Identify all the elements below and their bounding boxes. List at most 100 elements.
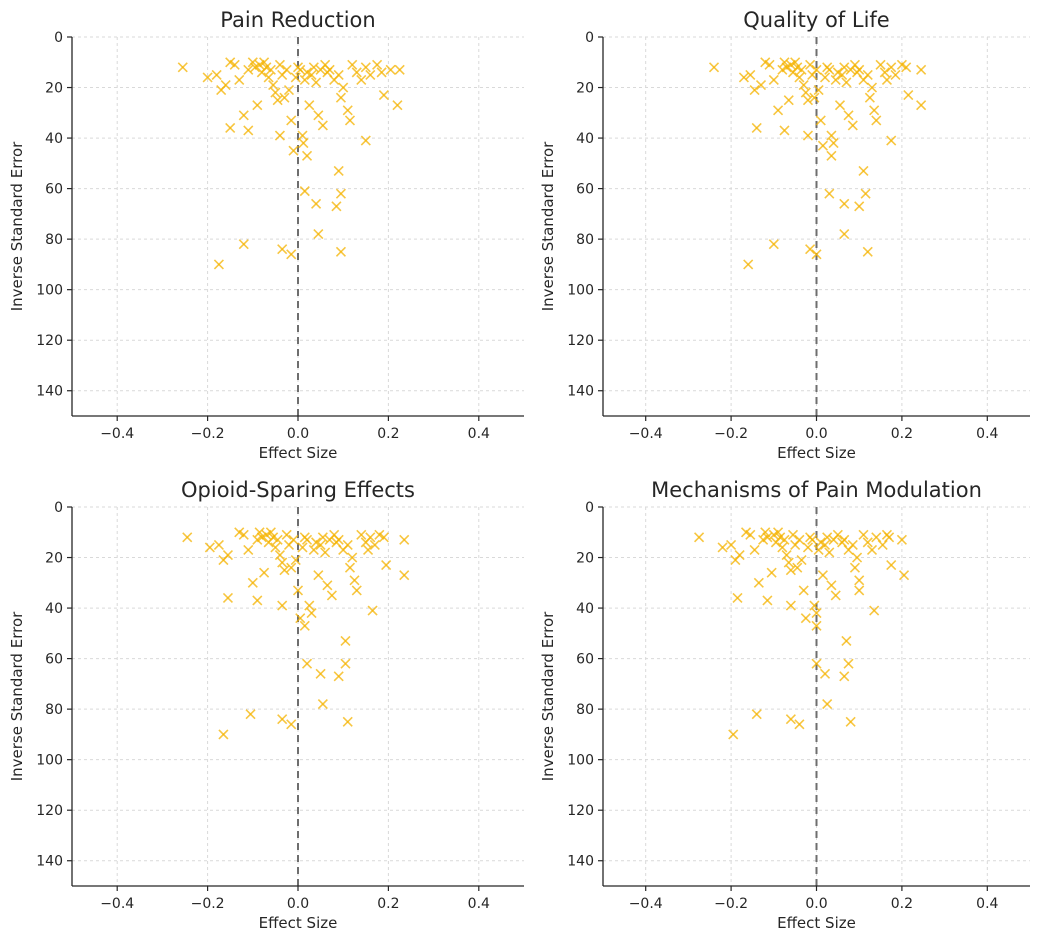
y-axis-label: Inverse Standard Error bbox=[8, 141, 26, 311]
data-point bbox=[315, 668, 326, 679]
data-point bbox=[869, 605, 880, 616]
data-point bbox=[839, 671, 850, 682]
data-point bbox=[826, 150, 837, 161]
data-point bbox=[333, 69, 344, 80]
data-point bbox=[277, 600, 288, 611]
data-point bbox=[356, 74, 367, 86]
data-point bbox=[378, 90, 389, 101]
data-point bbox=[916, 64, 927, 75]
y-tick-label: 120 bbox=[36, 803, 63, 819]
data-point bbox=[768, 74, 779, 86]
data-point bbox=[222, 549, 234, 561]
x-tick-label: 0.2 bbox=[891, 426, 913, 442]
data-point bbox=[338, 82, 349, 93]
data-point bbox=[243, 64, 254, 75]
data-point bbox=[313, 229, 324, 240]
y-tick-label: 60 bbox=[576, 652, 594, 668]
data-point bbox=[304, 100, 315, 111]
data-point bbox=[819, 539, 831, 550]
y-tick-label: 60 bbox=[576, 182, 594, 198]
data-point bbox=[830, 590, 841, 601]
y-tick-label: 140 bbox=[567, 384, 594, 400]
data-point bbox=[317, 120, 328, 131]
data-point bbox=[783, 557, 794, 568]
y-tick-label: 80 bbox=[576, 232, 594, 248]
data-point bbox=[211, 69, 222, 80]
x-tick-label: −0.4 bbox=[100, 896, 134, 912]
y-tick-label: 140 bbox=[36, 384, 63, 400]
data-point bbox=[854, 201, 865, 212]
data-point bbox=[817, 140, 828, 151]
data-point bbox=[866, 82, 878, 93]
data-point bbox=[385, 64, 396, 75]
data-point bbox=[225, 122, 236, 134]
data-point bbox=[858, 529, 869, 540]
y-tick-label: 100 bbox=[36, 283, 63, 299]
data-point bbox=[815, 115, 826, 126]
data-point bbox=[854, 585, 865, 596]
data-point bbox=[238, 239, 249, 250]
data-point bbox=[824, 547, 835, 558]
data-point bbox=[263, 72, 274, 83]
data-point bbox=[760, 527, 771, 538]
data-point bbox=[394, 64, 405, 75]
data-point bbox=[247, 57, 258, 68]
data-point bbox=[790, 57, 801, 68]
data-point bbox=[762, 532, 773, 543]
data-point bbox=[839, 229, 850, 240]
data-point bbox=[854, 64, 865, 75]
data-point bbox=[824, 64, 835, 75]
data-point bbox=[837, 69, 848, 80]
data-point bbox=[340, 635, 351, 646]
data-point bbox=[304, 600, 315, 611]
data-point bbox=[351, 585, 362, 596]
data-point bbox=[270, 87, 281, 98]
data-point bbox=[342, 539, 353, 550]
x-axis-label: Effect Size bbox=[259, 914, 338, 930]
data-point bbox=[335, 188, 347, 199]
data-point bbox=[800, 613, 811, 624]
data-point bbox=[220, 79, 231, 91]
data-point bbox=[399, 534, 410, 545]
data-point bbox=[320, 547, 331, 558]
data-point bbox=[317, 699, 328, 710]
data-point bbox=[839, 198, 850, 209]
data-point bbox=[798, 79, 809, 91]
data-point bbox=[781, 549, 792, 561]
data-point bbox=[333, 165, 344, 176]
data-point bbox=[755, 79, 767, 91]
y-tick-label: 0 bbox=[54, 30, 63, 46]
data-point bbox=[399, 570, 410, 581]
data-point bbox=[349, 575, 360, 586]
data-point bbox=[822, 532, 833, 543]
data-point bbox=[301, 658, 313, 669]
data-point bbox=[843, 110, 854, 121]
data-point bbox=[845, 716, 856, 727]
data-point bbox=[828, 138, 839, 149]
data-point bbox=[356, 529, 367, 540]
data-point bbox=[854, 575, 865, 586]
y-tick-label: 40 bbox=[576, 131, 594, 147]
data-point bbox=[745, 69, 756, 80]
data-point bbox=[369, 539, 380, 550]
data-point bbox=[204, 542, 215, 553]
data-point bbox=[811, 64, 822, 75]
data-point bbox=[896, 534, 907, 545]
data-point bbox=[871, 532, 882, 543]
data-point bbox=[805, 59, 816, 70]
y-tick-label: 20 bbox=[576, 551, 594, 567]
x-tick-label: −0.2 bbox=[191, 896, 225, 912]
data-point bbox=[708, 62, 720, 73]
chart-panel-quality-of-life: −0.4 −0.2 0.0 0.2 0.4 0 20 40 60 80 100 120 140 Quali… bbox=[539, 8, 1030, 462]
data-point bbox=[785, 600, 796, 611]
data-point bbox=[340, 658, 351, 669]
data-point bbox=[807, 534, 818, 545]
y-tick-label: 120 bbox=[36, 333, 63, 349]
x-tick-label: −0.4 bbox=[629, 896, 663, 912]
data-point bbox=[229, 59, 240, 70]
data-point bbox=[360, 135, 371, 146]
data-point bbox=[875, 59, 886, 70]
y-axis-label: Inverse Standard Error bbox=[8, 611, 26, 781]
data-point bbox=[308, 544, 319, 556]
data-point bbox=[311, 77, 322, 88]
